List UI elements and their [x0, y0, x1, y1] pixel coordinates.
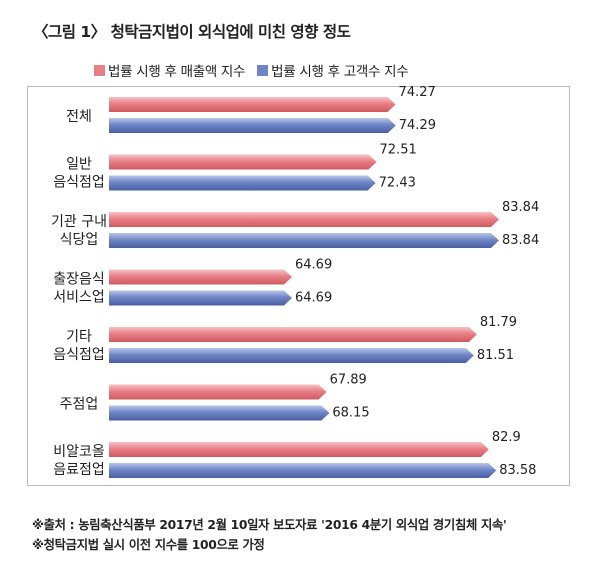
bar-customers — [109, 463, 497, 478]
category-label: 출장음식 — [53, 272, 105, 288]
category-label: 전체 — [66, 109, 92, 125]
legend-label-sales: 법률 시행 후 매출액 지수 — [108, 64, 246, 80]
data-label: 72.43 — [379, 176, 416, 191]
legend-label-customers: 법률 시행 후 고객수 지수 — [271, 64, 409, 80]
bar-sales — [109, 269, 292, 285]
bar-customers — [109, 118, 396, 133]
category-label: 음식점업 — [53, 175, 105, 191]
legend-item-customers: 법률 시행 후 고객수 지수 — [257, 60, 409, 80]
category-label: 식당업 — [60, 232, 99, 248]
category-label: 서비스업 — [53, 290, 105, 306]
category-label: 주점업 — [60, 397, 99, 413]
bar-sales — [109, 384, 327, 400]
data-label: 81.51 — [477, 348, 514, 363]
bar-customers — [109, 233, 499, 248]
footnote-assumption: ※청탁금지법 실시 이전 지수를 100으로 가정 — [32, 538, 265, 552]
data-label: 64.69 — [295, 291, 332, 306]
category-label: 기타 — [66, 329, 92, 345]
bar-sales — [109, 212, 499, 227]
bar-customers — [109, 175, 376, 191]
bar-customers — [109, 348, 474, 363]
category-label: 음료점업 — [53, 462, 105, 478]
data-label: 74.27 — [399, 85, 436, 100]
data-label: 83.58 — [499, 463, 536, 478]
chart-title: 〈그림 1〉 청탁금지법이 외식업에 미친 영향 정도 — [33, 23, 351, 41]
legend: 법률 시행 후 매출액 지수 법률 시행 후 고객수 지수 — [94, 60, 409, 80]
bar-customers — [109, 290, 292, 306]
data-label: 67.89 — [330, 373, 367, 388]
data-label: 82.9 — [492, 430, 521, 445]
footnote-source: ※출처 : 농림축산식품부 2017년 2월 10일자 보도자료 '2016 4… — [32, 518, 507, 532]
bar-customers — [109, 405, 330, 421]
category-label: 기관 구내 — [51, 214, 107, 230]
data-label: 81.79 — [480, 315, 517, 330]
legend-swatch-sales — [94, 64, 105, 76]
legend-item-sales: 법률 시행 후 매출액 지수 — [94, 60, 245, 80]
legend-swatch-customers — [257, 64, 269, 76]
bar-sales — [109, 97, 396, 112]
data-label: 68.15 — [332, 406, 369, 421]
chart-frame — [27, 86, 570, 486]
bar-sales — [109, 327, 477, 342]
bar-sales — [109, 442, 489, 457]
bar-sales — [109, 154, 377, 170]
data-label: 64.69 — [295, 258, 332, 273]
data-label: 72.51 — [380, 143, 417, 158]
data-label: 83.84 — [502, 233, 539, 248]
data-label: 74.29 — [399, 118, 436, 133]
category-label: 음식점업 — [53, 347, 105, 363]
category-label: 비알코올 — [53, 444, 105, 460]
category-label: 일반 — [66, 157, 92, 173]
data-label: 83.84 — [502, 200, 539, 215]
